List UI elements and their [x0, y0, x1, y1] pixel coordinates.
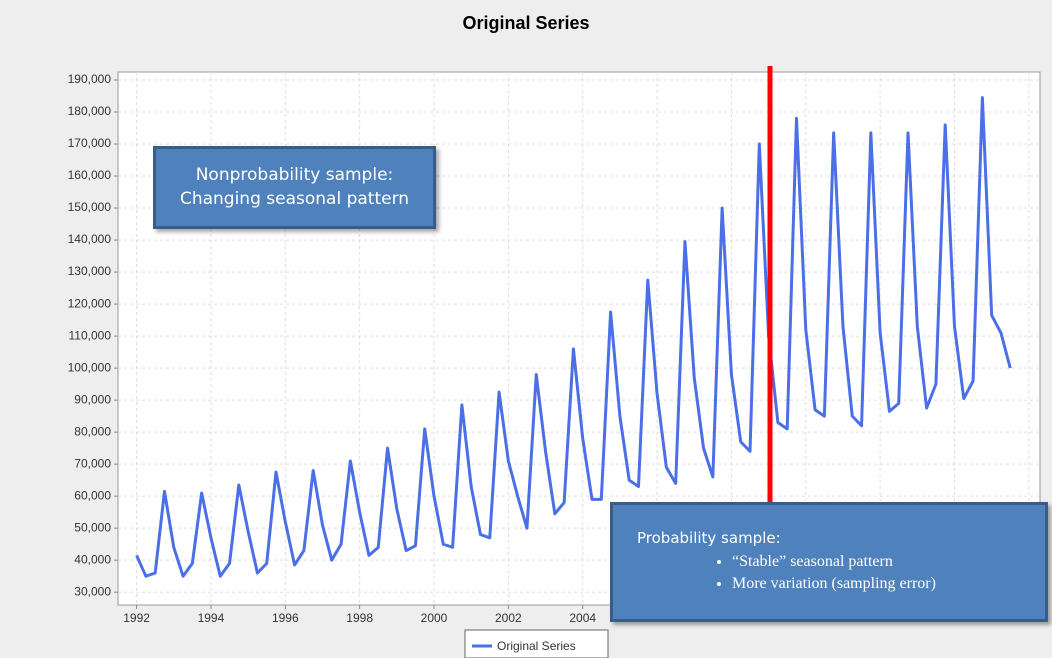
annotation-heading: Probability sample:: [637, 529, 781, 547]
y-tick-label: 70,000: [74, 456, 111, 470]
legend: [464, 629, 609, 658]
y-tick-label: 110,000: [69, 328, 112, 342]
y-tick-label: 80,000: [74, 424, 111, 438]
y-tick-label: 30,000: [74, 584, 111, 598]
y-tick-label: 180,000: [68, 104, 112, 118]
annotation-list: “Stable” seasonal pattern More variation…: [637, 551, 1045, 595]
x-tick-label: 1994: [198, 611, 225, 625]
x-tick-label: 1996: [272, 611, 299, 625]
y-tick-label: 130,000: [68, 264, 112, 278]
annotation-bullet: “Stable” seasonal pattern: [732, 551, 1045, 573]
legend-label: Original Series: [497, 639, 576, 653]
annotation-text: Nonprobability sample:: [195, 165, 394, 185]
y-tick-label: 60,000: [74, 488, 111, 502]
y-tick-label: 120,000: [68, 296, 112, 310]
x-tick-label: 2004: [569, 611, 596, 625]
annotation-box: Nonprobability sample: Changing seasonal…: [153, 146, 436, 229]
annotation-bullet: More variation (sampling error): [732, 573, 1045, 595]
series-line: [135, 96, 1012, 578]
y-tick-label: 190,000: [68, 72, 112, 86]
y-tick-label: 140,000: [68, 232, 112, 246]
y-tick-label: 100,000: [68, 360, 112, 374]
chart-title: Original Series: [462, 13, 589, 33]
x-tick-label: 2002: [495, 611, 522, 625]
y-tick-label: 170,000: [68, 136, 112, 150]
y-tick-label: 160,000: [68, 168, 112, 182]
y-tick-label: 90,000: [74, 392, 111, 406]
annotation-box: Probability sample: “Stable” seasonal pa…: [610, 502, 1048, 622]
annotation-text: Changing seasonal pattern: [179, 189, 410, 209]
y-tick-label: 50,000: [74, 520, 111, 534]
y-tick-label: 40,000: [74, 552, 111, 566]
y-tick-label: 150,000: [68, 200, 112, 214]
x-tick-label: 1998: [346, 611, 373, 625]
x-tick-label: 2000: [421, 611, 448, 625]
x-tick-label: 1992: [123, 611, 150, 625]
